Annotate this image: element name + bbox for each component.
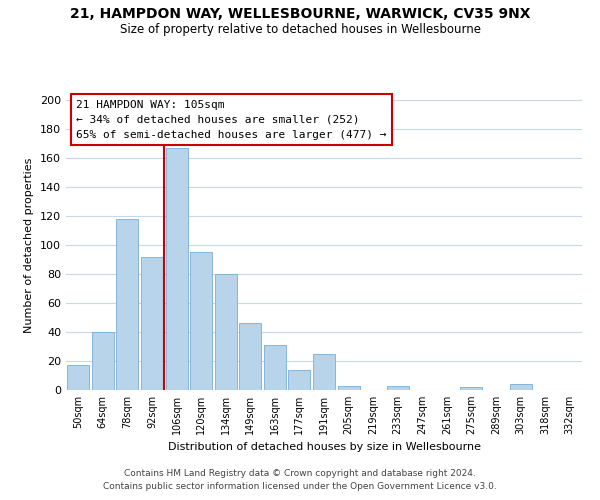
Bar <box>116 219 139 390</box>
Bar <box>386 386 409 390</box>
Bar <box>313 354 335 390</box>
Text: 21, HAMPDON WAY, WELLESBOURNE, WARWICK, CV35 9NX: 21, HAMPDON WAY, WELLESBOURNE, WARWICK, … <box>70 8 530 22</box>
Bar <box>264 345 286 390</box>
Bar <box>509 384 532 390</box>
Bar <box>67 366 89 390</box>
Bar <box>338 386 359 390</box>
Text: Contains HM Land Registry data © Crown copyright and database right 2024.: Contains HM Land Registry data © Crown c… <box>124 468 476 477</box>
Bar <box>239 324 262 390</box>
Text: 21 HAMPDON WAY: 105sqm
← 34% of detached houses are smaller (252)
65% of semi-de: 21 HAMPDON WAY: 105sqm ← 34% of detached… <box>76 100 387 140</box>
Bar <box>460 387 482 390</box>
Text: Size of property relative to detached houses in Wellesbourne: Size of property relative to detached ho… <box>119 22 481 36</box>
Bar <box>141 256 163 390</box>
Bar <box>92 332 114 390</box>
Bar <box>166 148 188 390</box>
Bar <box>215 274 237 390</box>
Bar <box>289 370 310 390</box>
Text: Contains public sector information licensed under the Open Government Licence v3: Contains public sector information licen… <box>103 482 497 491</box>
Bar <box>190 252 212 390</box>
Y-axis label: Number of detached properties: Number of detached properties <box>25 158 34 332</box>
Text: Distribution of detached houses by size in Wellesbourne: Distribution of detached houses by size … <box>167 442 481 452</box>
